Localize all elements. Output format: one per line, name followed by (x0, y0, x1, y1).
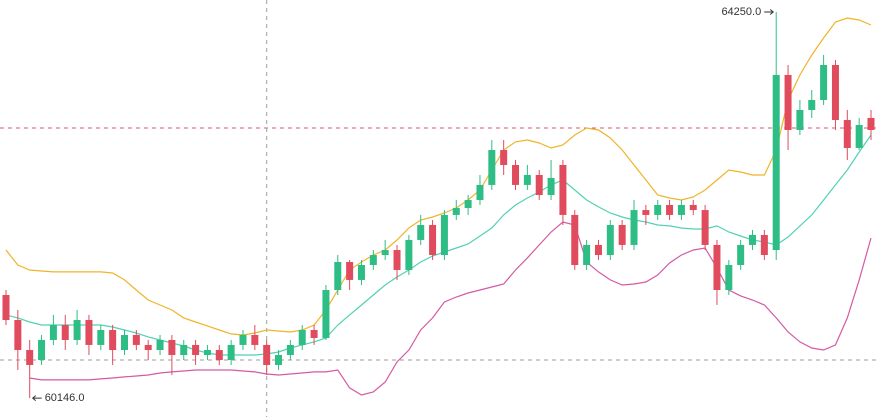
candle-body (594, 244, 602, 256)
candle-body (168, 339, 176, 356)
candle-body (49, 325, 57, 340)
candle-body (38, 339, 46, 360)
candle-body (286, 344, 294, 356)
candle-body (2, 294, 10, 321)
band-line (5, 17, 872, 336)
candle-body (381, 250, 389, 256)
candle-body (855, 125, 863, 148)
candle-body (322, 290, 330, 338)
candle-body (251, 334, 259, 345)
candle-body (725, 264, 733, 291)
candle-body (357, 264, 365, 280)
candle-body (298, 329, 306, 345)
candle-body (275, 355, 283, 365)
candle-body (144, 344, 152, 351)
candle-body (132, 334, 140, 345)
candle-body (796, 109, 804, 131)
candle-body (583, 244, 591, 265)
candle-body (120, 334, 128, 351)
candle-body (559, 164, 567, 215)
candle-body (440, 214, 448, 256)
candle-body (523, 174, 531, 185)
candle-body (215, 350, 223, 360)
candle-body (334, 261, 342, 291)
candle-body (654, 204, 662, 215)
candle-body (784, 74, 792, 131)
candle-body (310, 329, 318, 338)
candle-body (417, 225, 425, 240)
min-arrow (31, 395, 42, 401)
candle-body (512, 164, 520, 185)
candle-body (227, 344, 235, 360)
candle-body (369, 255, 377, 265)
candle-body (476, 184, 484, 200)
candle-body (393, 250, 401, 270)
candle-body (843, 120, 851, 148)
candle-body (263, 344, 271, 365)
candle-body (820, 65, 828, 100)
candle-body (156, 339, 164, 351)
candle-body (500, 150, 508, 165)
candle-body (488, 150, 496, 185)
candle-body (85, 320, 93, 345)
candle-body (109, 329, 117, 351)
candle-body (464, 199, 472, 208)
candle-body (713, 244, 721, 291)
max-label: 64250.0 (721, 6, 761, 18)
candle-body (239, 334, 247, 345)
candle-body (701, 210, 709, 245)
candle-body (346, 261, 354, 280)
max-arrow (764, 9, 774, 15)
candle-body (14, 320, 22, 351)
band-line (5, 134, 872, 356)
candle-body (97, 329, 105, 345)
candle-body (571, 214, 579, 265)
candle-body (666, 204, 674, 215)
candle-body (808, 99, 816, 110)
candle-body (429, 225, 437, 256)
candle-body (547, 177, 555, 196)
candle-body (606, 225, 614, 256)
candle-body (618, 225, 626, 245)
candle-body (452, 207, 460, 215)
band-line (29, 221, 872, 396)
candle-body (192, 344, 200, 356)
candle-body (760, 234, 768, 256)
candle-body (867, 117, 875, 131)
candle-body (180, 344, 188, 356)
candle-body (630, 210, 638, 245)
candle-body (535, 174, 543, 196)
candle-body (61, 325, 69, 340)
candle-body (405, 239, 413, 270)
candle-body (772, 74, 780, 251)
candle-body (203, 350, 211, 356)
min-label: 60146.0 (45, 392, 85, 404)
candle-body (737, 244, 745, 265)
candle-body (677, 204, 685, 215)
candle-body (831, 65, 839, 121)
candle-body (642, 210, 650, 215)
candle-body (749, 234, 757, 245)
candle-body (26, 350, 34, 365)
candle-body (73, 320, 81, 340)
candle-body (689, 204, 697, 211)
